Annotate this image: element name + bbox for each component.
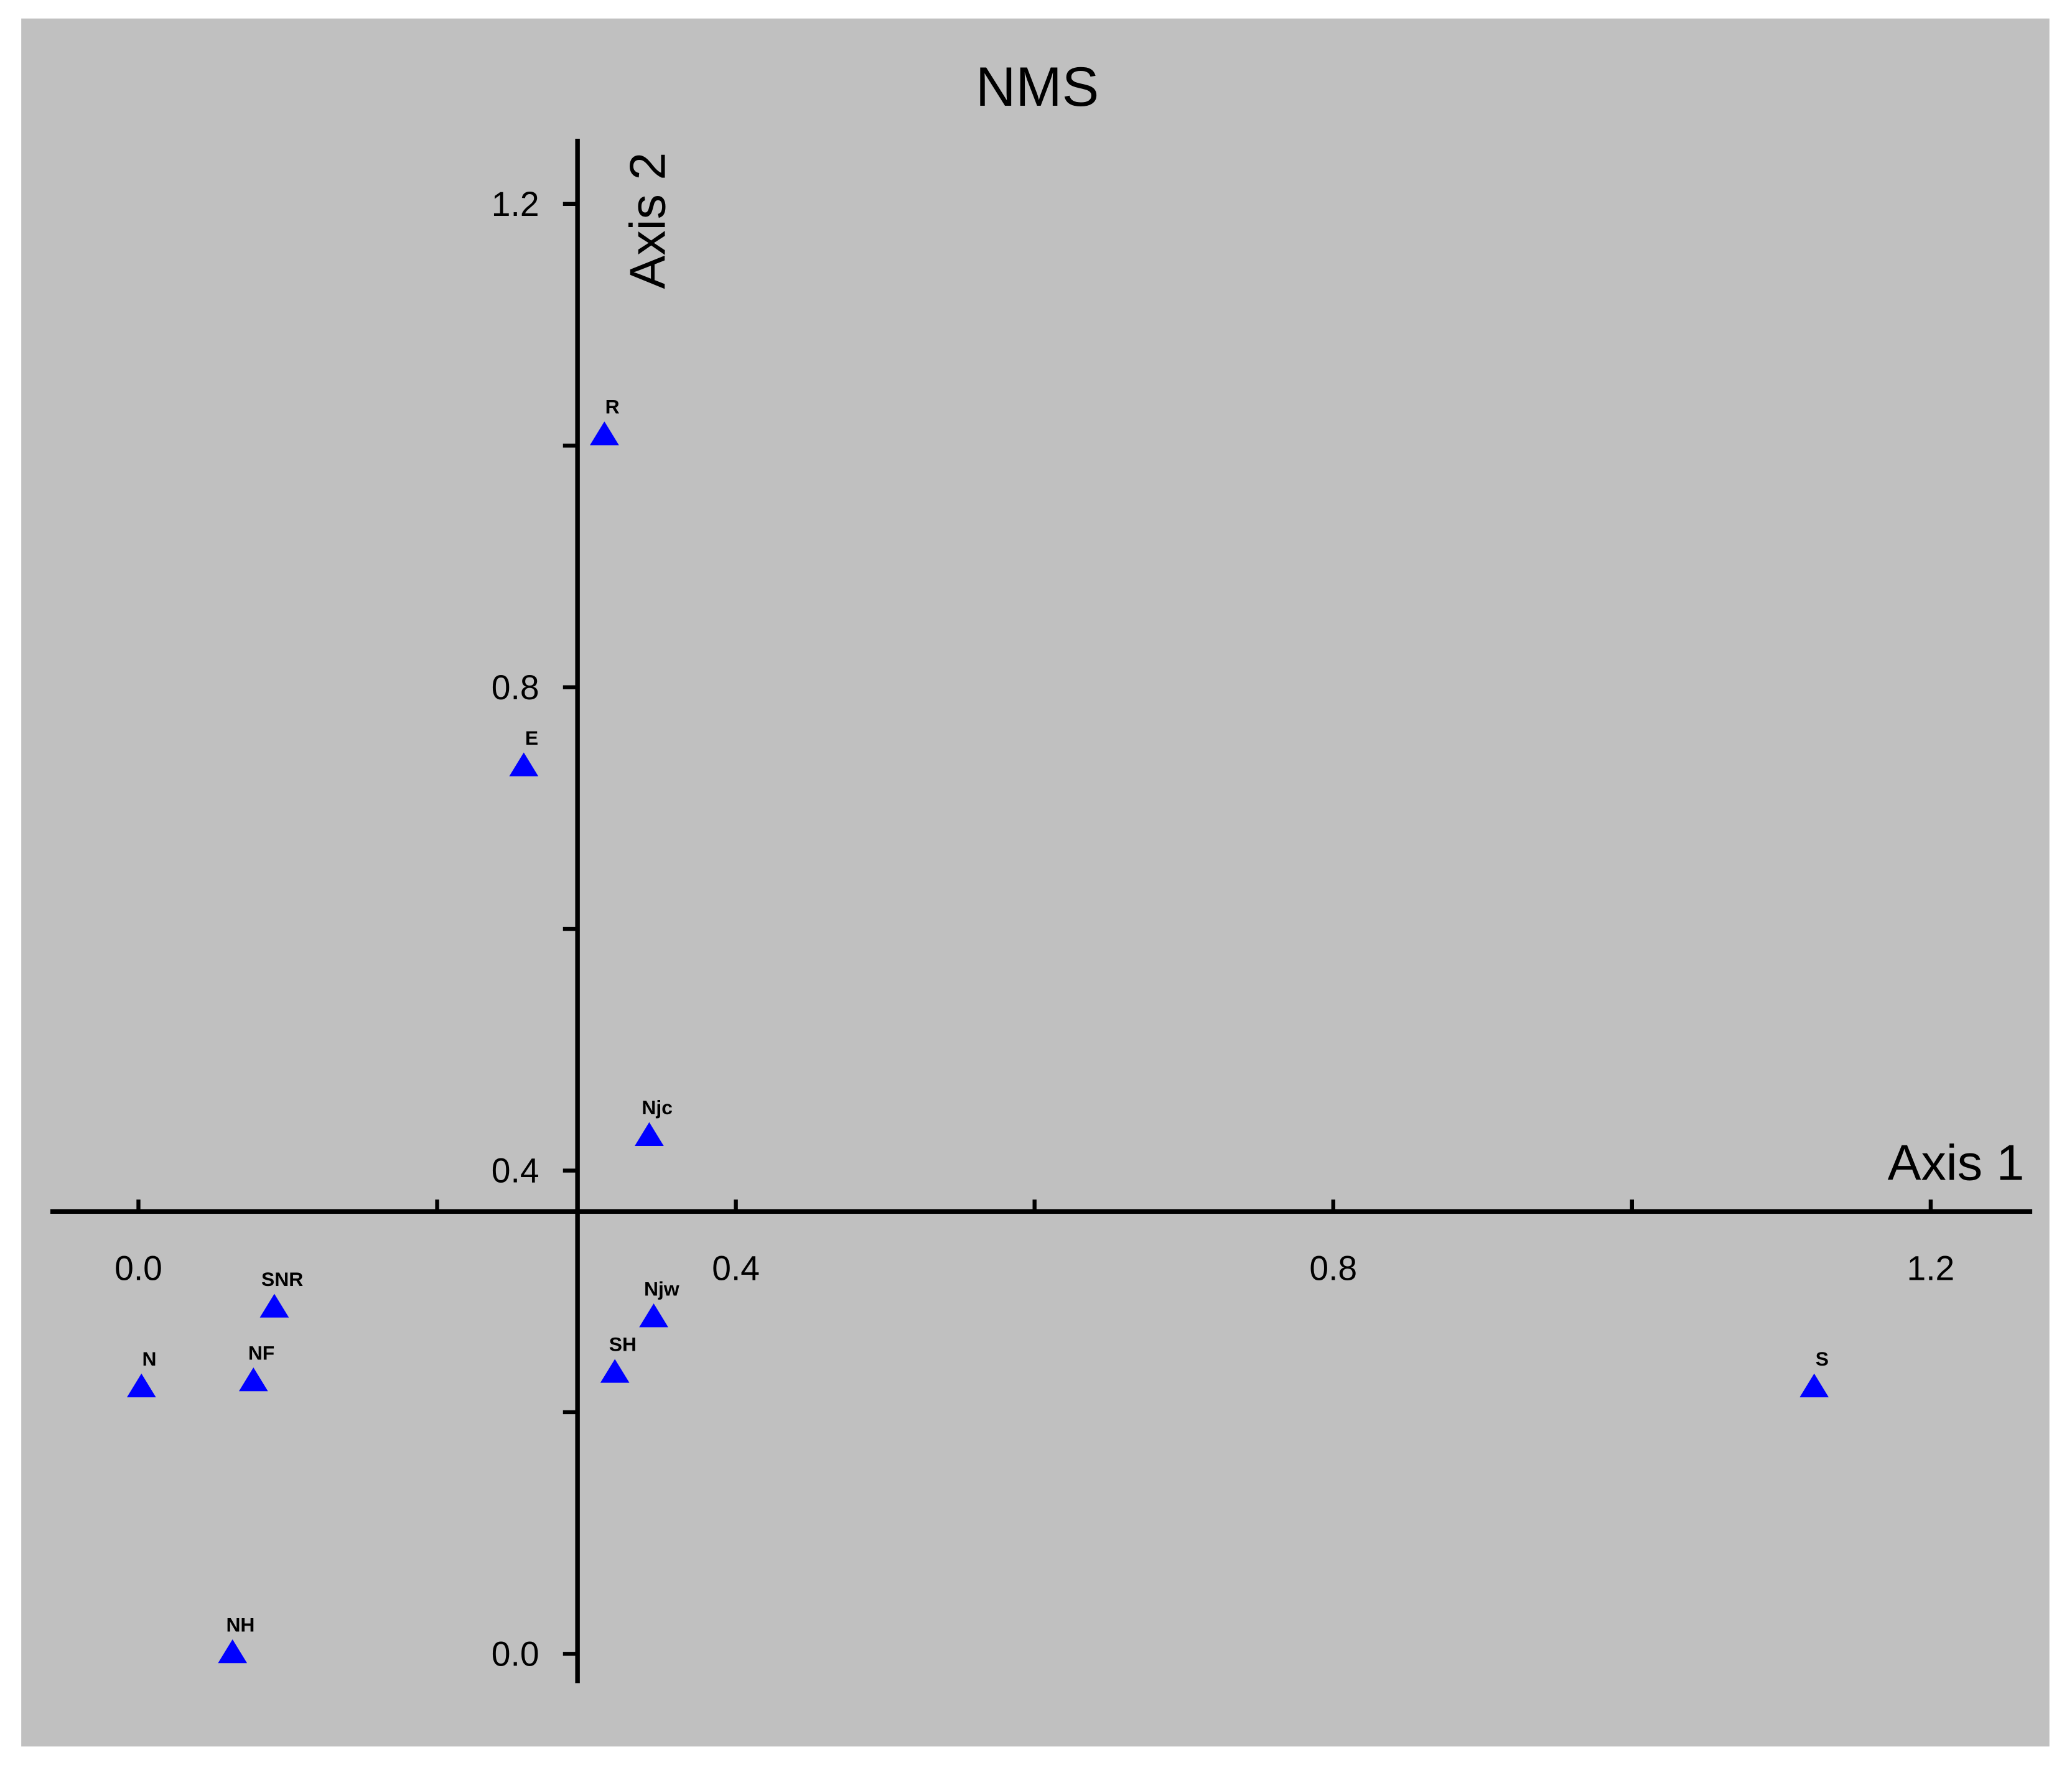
point (1799, 1373, 1829, 1397)
point (259, 1293, 289, 1318)
y-tick-label: 1.2 (492, 185, 539, 223)
point-label: NH (226, 1613, 254, 1636)
x-tick-label: 0.4 (712, 1249, 760, 1288)
point-label: S (1816, 1348, 1829, 1370)
y-tick-label: 0.0 (492, 1634, 539, 1673)
point (639, 1303, 668, 1328)
y-tick-label: 0.4 (492, 1152, 539, 1190)
point-label: Njc (642, 1096, 673, 1119)
point (238, 1367, 268, 1392)
point-label: SH (609, 1333, 637, 1356)
x-tick-label: 1.2 (1907, 1249, 1955, 1288)
y-tick-label: 0.8 (492, 668, 539, 707)
x-axis-title: Axis 1 (1888, 1135, 2025, 1191)
point (509, 752, 539, 776)
point-label: N (142, 1348, 157, 1370)
x-tick-label: 0.8 (1309, 1249, 1357, 1288)
point-label: NF (248, 1341, 274, 1364)
y-axis-title: Axis 2 (620, 152, 676, 289)
point-label: E (525, 727, 538, 749)
point (590, 421, 619, 445)
point (600, 1359, 630, 1383)
plot-background (21, 18, 2050, 1747)
chart-title: NMS (976, 55, 1099, 118)
point (126, 1373, 156, 1397)
point-label: R (605, 396, 620, 418)
x-tick-label: 0.0 (114, 1249, 162, 1288)
point-label: SNR (261, 1268, 303, 1290)
point-label: Njw (644, 1277, 679, 1300)
point (218, 1639, 248, 1664)
point (635, 1122, 664, 1147)
